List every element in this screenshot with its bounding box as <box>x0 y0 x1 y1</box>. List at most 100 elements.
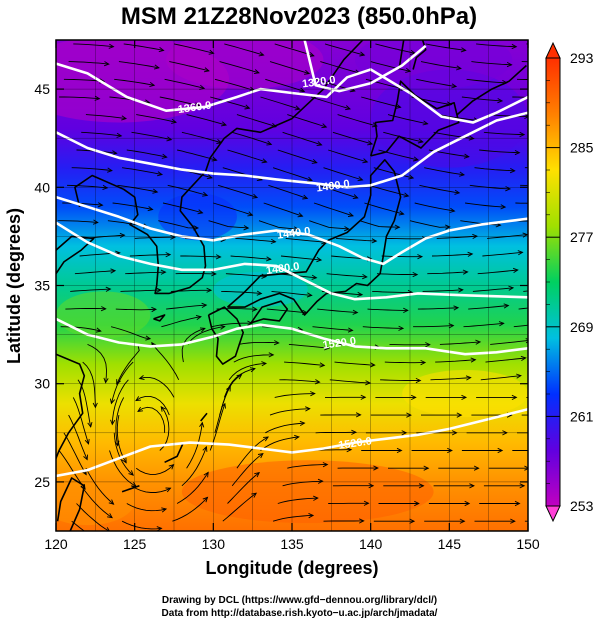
streamline <box>323 167 363 181</box>
streamline-arrow <box>561 165 566 169</box>
streamline-arrow <box>373 465 379 471</box>
streamline-arrow <box>570 484 575 488</box>
streamline-arrow <box>107 513 113 519</box>
streamline <box>59 96 100 100</box>
streamline-arrow <box>219 324 226 330</box>
streamline-arrow <box>215 254 222 260</box>
streamline <box>219 61 260 74</box>
streamline <box>312 326 353 331</box>
streamline-arrow <box>261 273 268 279</box>
streamline-arrow <box>221 121 227 127</box>
streamline <box>159 96 200 107</box>
streamline-arrow <box>258 51 265 57</box>
streamline-arrow <box>468 135 475 141</box>
streamline <box>72 397 89 445</box>
temperature-patch <box>354 40 513 90</box>
streamline-arrow <box>446 101 453 107</box>
streamline-arrow <box>367 140 374 146</box>
streamline <box>370 61 411 72</box>
streamline-arrow <box>95 327 102 333</box>
streamline <box>387 114 428 125</box>
streamline <box>433 131 474 140</box>
streamline-arrow <box>406 412 412 418</box>
streamline <box>173 43 214 54</box>
streamline <box>479 149 520 154</box>
streamline-arrow <box>94 95 101 101</box>
streamline <box>431 253 473 257</box>
streamline-arrow <box>319 362 326 368</box>
coastline-segment <box>226 159 402 316</box>
streamline-arrow <box>251 492 258 498</box>
streamline-arrow <box>403 192 410 198</box>
colorbar-min-arrow <box>545 505 561 523</box>
streamline <box>81 131 122 137</box>
streamline <box>219 374 242 416</box>
streamline-arrow <box>253 69 260 75</box>
streamline <box>76 503 110 531</box>
streamline <box>364 202 404 215</box>
streamline-arrow <box>153 64 160 70</box>
streamline-arrow <box>147 206 154 212</box>
contour-label: 1480.0 <box>265 261 300 278</box>
streamline-arrow <box>294 105 301 111</box>
streamline <box>58 450 86 490</box>
streamline-arrow <box>107 167 113 173</box>
streamline-arrow <box>247 211 254 217</box>
streamline-arrow <box>273 340 280 346</box>
streamline <box>375 43 416 54</box>
x-tick-label: 125 <box>123 536 147 552</box>
streamline-arrow <box>467 251 474 257</box>
streamline-arrow <box>305 406 311 412</box>
streamline <box>162 202 203 214</box>
streamline-arrow <box>347 212 355 217</box>
streamline <box>260 96 300 110</box>
streamline <box>236 114 277 128</box>
y-tick-label: 30 <box>34 376 50 392</box>
streamline <box>221 290 262 294</box>
streamline <box>372 290 413 293</box>
streamline-arrow <box>461 394 468 401</box>
streamline-arrow <box>170 234 176 240</box>
streamline-arrow <box>422 120 429 126</box>
contour-line <box>56 195 528 266</box>
streamline-arrow <box>261 361 268 367</box>
streamline-arrow <box>104 527 110 531</box>
streamline <box>419 184 460 194</box>
streamline-arrow <box>206 174 213 180</box>
streamline <box>60 326 101 332</box>
streamline <box>383 131 423 143</box>
streamline <box>115 308 157 311</box>
streamline <box>326 273 367 278</box>
streamline <box>225 273 267 278</box>
streamline <box>515 202 528 204</box>
streamline-arrow <box>152 188 159 194</box>
streamline-arrow <box>263 436 270 442</box>
streamline <box>71 167 112 172</box>
contour-label: 1440.0 <box>276 225 311 242</box>
streamline-arrow <box>308 52 315 57</box>
streamline-arrow <box>448 323 455 329</box>
streamline-arrow <box>268 352 275 358</box>
streamline <box>115 397 125 446</box>
streamline-arrow <box>244 104 251 110</box>
x-tick-label: 145 <box>438 536 462 552</box>
streamline-arrow <box>497 98 504 104</box>
streamline-arrow <box>266 140 273 146</box>
streamline <box>490 340 528 345</box>
streamline-arrow <box>394 224 401 230</box>
streamline-arrow <box>470 357 477 363</box>
streamline <box>227 472 260 504</box>
streamline <box>63 432 87 475</box>
streamline <box>238 341 279 345</box>
streamline-arrow <box>352 309 359 315</box>
streamline-arrow <box>236 374 243 380</box>
colorbar-tick-label: 269 <box>570 319 594 335</box>
streamline-arrow <box>160 405 166 412</box>
streamline <box>166 304 207 310</box>
streamline <box>117 184 158 193</box>
streamline-arrow <box>403 307 409 314</box>
streamline <box>176 472 209 504</box>
streamline <box>181 446 207 487</box>
streamline <box>109 450 137 487</box>
